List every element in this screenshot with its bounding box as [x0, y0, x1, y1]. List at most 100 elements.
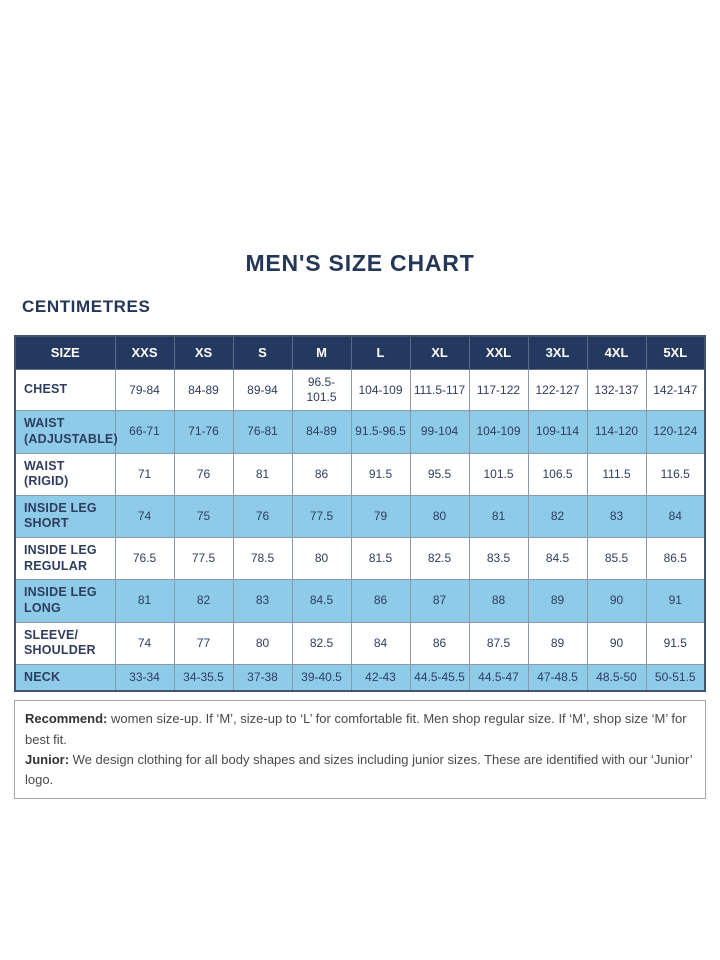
row-label: INSIDE LEG REGULAR	[14, 536, 116, 581]
table-cell: 82.5	[409, 536, 470, 581]
table-cell: 74	[114, 621, 175, 665]
table-row: INSIDE LEG LONG 81 82 83 84.5 86 87 88 89 90 91	[14, 579, 706, 623]
page-title: MEN'S SIZE CHART	[245, 250, 475, 276]
table-cell: 89	[527, 579, 588, 623]
row-label: NECK	[14, 663, 116, 692]
table-cell: 85.5	[586, 536, 647, 581]
table-cell: 44.5-45.5	[409, 663, 470, 692]
recommend-text: women size-up. If ‘M’, size-up to ‘L’ fo…	[25, 711, 687, 747]
table-cell: 91.5	[645, 621, 706, 665]
table-cell: 132-137	[586, 369, 647, 412]
table-cell: 116.5	[645, 452, 706, 496]
table-cell: 79	[350, 494, 411, 539]
junior-label: Junior:	[25, 751, 70, 767]
table-cell: 114-120	[586, 410, 647, 454]
table-cell: 120-124	[645, 410, 706, 454]
footer-note-box: Recommend: women size-up. If ‘M’, size-u…	[14, 700, 706, 799]
recommend-label: Recommend:	[25, 711, 108, 727]
table-cell: 81	[468, 494, 529, 539]
table-cell: 84.5	[291, 579, 352, 623]
column-header: 4XL	[586, 335, 647, 371]
table-cell: 81.5	[350, 536, 411, 581]
table-row: CHEST 79-84 84-89 89-94 96.5-101.5 104-109 111…	[14, 369, 706, 412]
column-header-size: SIZE	[14, 335, 116, 371]
table-cell: 142-147	[645, 369, 706, 412]
table-cell: 90	[586, 579, 647, 623]
table-row: NECK 33-34 34-35.5 37-38 39-40.5 42-43 44.5-45…	[14, 663, 706, 692]
table-cell: 104-109	[350, 369, 411, 412]
column-header: M	[291, 335, 352, 371]
table-cell: 104-109	[468, 410, 529, 454]
table-cell: 84	[645, 494, 706, 539]
size-table-head: SIZE XXS XS S M L XL XXL 3XL 4XL 5XL	[14, 335, 706, 371]
table-cell: 78.5	[232, 536, 293, 581]
table-cell: 87.5	[468, 621, 529, 665]
column-header: 5XL	[645, 335, 706, 371]
size-chart-table: SIZE XXS XS S M L XL XXL 3XL 4XL 5XL CHEST 79-84 84-…	[14, 335, 706, 693]
table-cell: 76	[232, 494, 293, 539]
junior-text: We design clothing for all body shapes a…	[25, 751, 693, 787]
table-cell: 83	[232, 579, 293, 623]
table-row: INSIDE LEG REGULAR 76.5 77.5 78.5 80 81.5 82.5…	[14, 536, 706, 581]
table-cell: 66-71	[114, 410, 175, 454]
table-cell: 48.5-50	[586, 663, 647, 692]
table-row: SLEEVE/ SHOULDER 74 77 80 82.5 84 86 87.5 89 90 91…	[14, 621, 706, 665]
table-cell: 79-84	[114, 369, 175, 412]
column-header: XS	[173, 335, 234, 371]
row-label: CHEST	[14, 369, 116, 412]
table-cell: 50-51.5	[645, 663, 706, 692]
column-header: 3XL	[527, 335, 588, 371]
table-cell: 34-35.5	[173, 663, 234, 692]
table-row: WAIST (ADJUSTABLE) 66-71 71-76 76-81 84-89 91…	[14, 410, 706, 454]
table-cell: 77	[173, 621, 234, 665]
size-table-head-row: SIZE XXS XS S M L XL XXL 3XL 4XL 5XL	[14, 335, 706, 371]
table-cell: 91.5-96.5	[350, 410, 411, 454]
table-cell: 75	[173, 494, 234, 539]
recommend-note: Recommend: women size-up. If ‘M’, size-u…	[25, 709, 695, 749]
row-label: INSIDE LEG SHORT	[14, 494, 116, 539]
row-label: WAIST (ADJUSTABLE)	[14, 410, 118, 454]
table-cell: 33-34	[114, 663, 175, 692]
unit-label: CENTIMETRES	[22, 297, 151, 316]
table-cell: 111.5	[586, 452, 647, 496]
table-cell: 99-104	[409, 410, 470, 454]
table-cell: 71-76	[173, 410, 234, 454]
table-cell: 83.5	[468, 536, 529, 581]
table-cell: 96.5-101.5	[291, 369, 352, 412]
table-cell: 86.5	[645, 536, 706, 581]
table-cell: 89-94	[232, 369, 293, 412]
table-cell: 86	[409, 621, 470, 665]
table-cell: 84.5	[527, 536, 588, 581]
table-cell: 81	[114, 579, 175, 623]
table-cell: 82	[527, 494, 588, 539]
table-cell: 47-48.5	[527, 663, 588, 692]
table-cell: 76-81	[232, 410, 293, 454]
table-cell: 109-114	[527, 410, 588, 454]
row-label: SLEEVE/ SHOULDER	[14, 621, 116, 665]
junior-note: Junior: We design clothing for all body …	[25, 750, 695, 790]
table-cell: 80	[291, 536, 352, 581]
table-cell: 83	[586, 494, 647, 539]
table-cell: 81	[232, 452, 293, 496]
table-cell: 37-38	[232, 663, 293, 692]
table-cell: 122-127	[527, 369, 588, 412]
table-cell: 76.5	[114, 536, 175, 581]
table-cell: 71	[114, 452, 175, 496]
column-header: L	[350, 335, 411, 371]
column-header: S	[232, 335, 293, 371]
row-label: INSIDE LEG LONG	[14, 579, 116, 623]
column-header: XL	[409, 335, 470, 371]
table-cell: 80	[409, 494, 470, 539]
column-header: XXL	[468, 335, 529, 371]
table-cell: 84	[350, 621, 411, 665]
table-cell: 42-43	[350, 663, 411, 692]
table-cell: 84-89	[291, 410, 352, 454]
table-cell: 86	[291, 452, 352, 496]
table-cell: 90	[586, 621, 647, 665]
column-header: XXS	[114, 335, 175, 371]
table-cell: 91	[645, 579, 706, 623]
table-cell: 74	[114, 494, 175, 539]
table-cell: 111.5-117	[409, 369, 470, 412]
table-cell: 44.5-47	[468, 663, 529, 692]
